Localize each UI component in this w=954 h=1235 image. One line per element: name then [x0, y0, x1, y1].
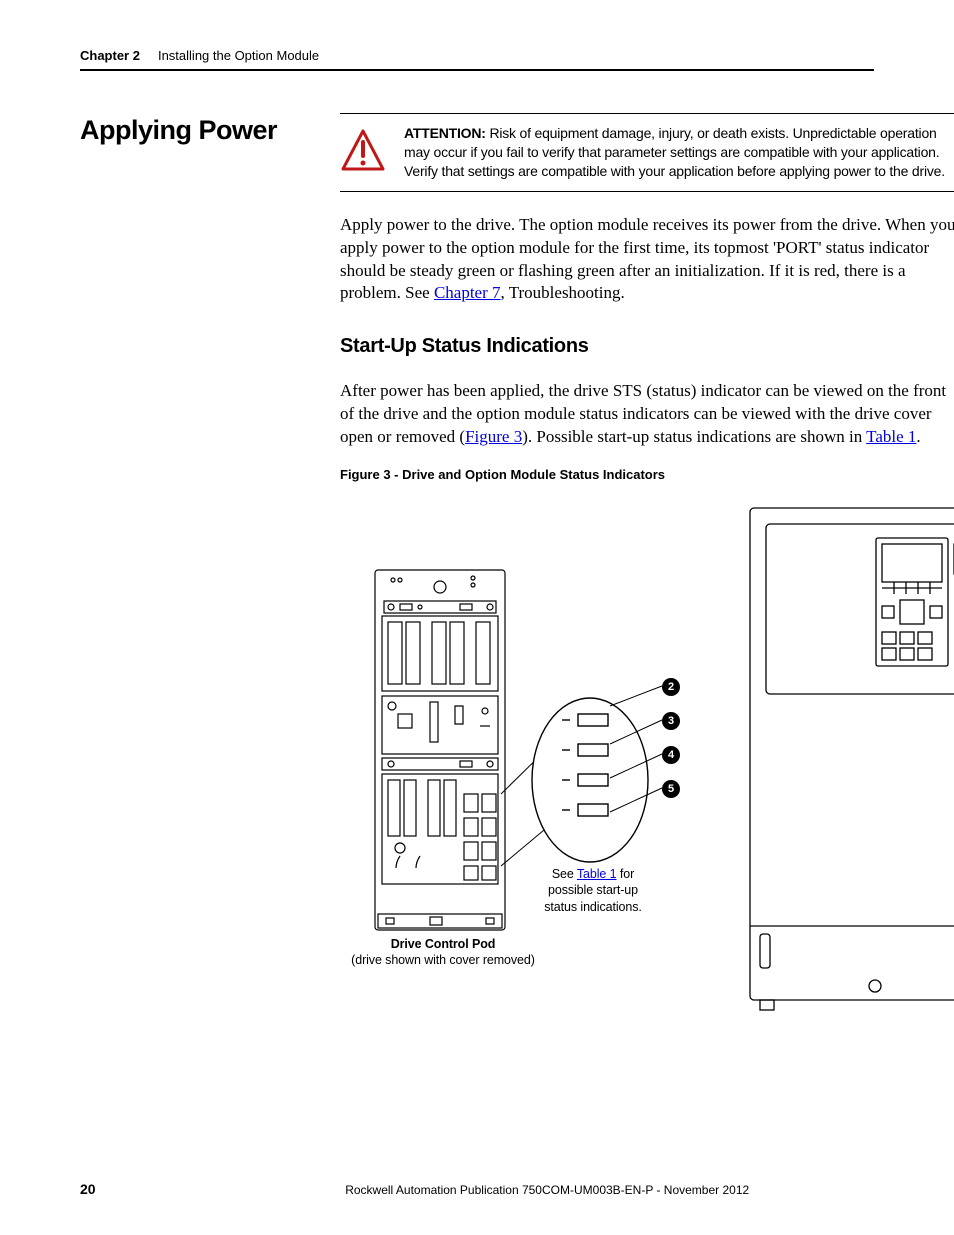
attention-body: Risk of equipment damage, injury, or dea… [404, 125, 945, 179]
page-footer: 20 Rockwell Automation Publication 750CO… [80, 1181, 874, 1197]
subsection-heading: Start-Up Status Indications [340, 335, 954, 358]
bubble-caption: See Table 1 for possible start-up status… [538, 866, 648, 915]
attention-text: ATTENTION: Risk of equipment damage, inj… [404, 124, 954, 181]
figure-3-link[interactable]: Figure 3 [465, 427, 522, 446]
page-number: 20 [80, 1181, 96, 1197]
section-heading: Applying Power [80, 115, 300, 146]
attention-box: ATTENTION: Risk of equipment damage, inj… [340, 113, 954, 192]
table-1-link-fig[interactable]: Table 1 [577, 867, 617, 881]
chapter-number: Chapter 2 [80, 48, 140, 63]
page-header: Chapter 2 Installing the Option Module [80, 48, 874, 71]
chapter-title: Installing the Option Module [158, 48, 319, 63]
publication-line: Rockwell Automation Publication 750COM-U… [345, 1183, 749, 1197]
paragraph-1: Apply power to the drive. The option mod… [340, 214, 954, 306]
attention-label: ATTENTION: [404, 125, 486, 141]
table-1-link[interactable]: Table 1 [866, 427, 916, 446]
attention-icon [340, 128, 386, 174]
chapter-7-link[interactable]: Chapter 7 [434, 283, 501, 302]
figure-title: Figure 3 - Drive and Option Module Statu… [340, 467, 954, 482]
pod-caption: Drive Control Pod (drive shown with cove… [348, 936, 538, 969]
paragraph-2: After power has been applied, the drive … [340, 380, 954, 449]
figure-3: 1 2 3 4 5 See Table 1 for possible start… [260, 496, 954, 1016]
